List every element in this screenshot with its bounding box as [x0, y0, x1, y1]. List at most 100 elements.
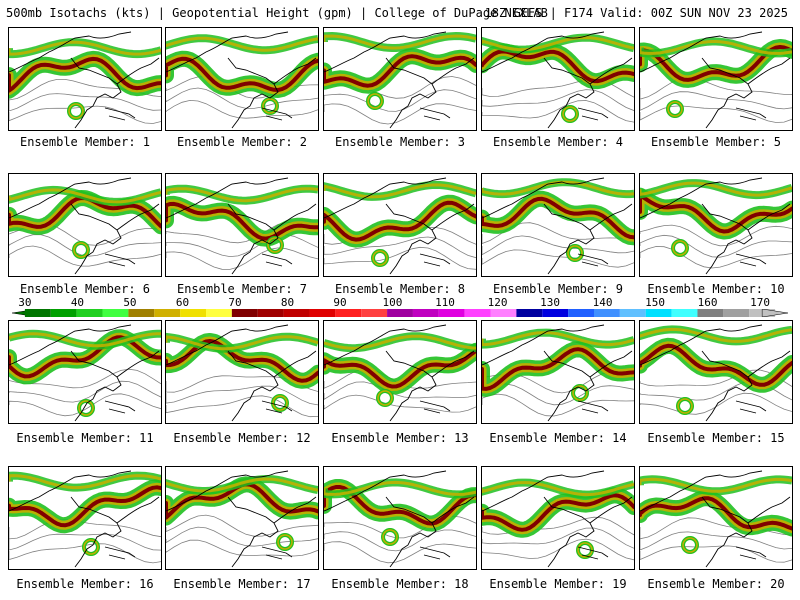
ensemble-member-map-10	[639, 173, 793, 277]
colorbar-segment	[257, 309, 284, 317]
isotach-map	[9, 28, 161, 130]
colorbar-segment	[309, 309, 336, 317]
colorbar-segment	[438, 309, 465, 317]
ensemble-member-map-19	[481, 466, 635, 570]
colorbar-tick-label: 120	[487, 296, 508, 309]
isotach-map	[482, 28, 634, 130]
isotach-map	[166, 28, 318, 130]
colorbar-segment	[180, 309, 206, 317]
ensemble-member-map-14	[481, 320, 635, 424]
colorbar-segment	[490, 309, 517, 317]
isotach-map	[482, 174, 634, 276]
isotach-map	[166, 174, 318, 276]
colorbar-segment	[50, 309, 77, 317]
ensemble-member-caption: Ensemble Member: 12	[173, 431, 311, 445]
colorbar-tick-label: 30	[18, 296, 32, 309]
ensemble-member-caption: Ensemble Member: 14	[489, 431, 627, 445]
ensemble-member-map-20	[639, 466, 793, 570]
isotach-map	[166, 467, 318, 569]
colorbar-segment	[24, 309, 51, 317]
isotach-map	[9, 467, 161, 569]
ensemble-member-map-2	[165, 27, 319, 131]
colorbar-segment	[645, 309, 672, 317]
ensemble-member-caption: Ensemble Member: 10	[647, 282, 785, 296]
isotach-map	[640, 321, 792, 423]
ensemble-member-map-5	[639, 27, 793, 131]
ensemble-member-map-12	[165, 320, 319, 424]
colorbar-tick-label: 90	[333, 296, 347, 309]
colorbar-tick-label: 130	[540, 296, 560, 309]
ensemble-member-map-7	[165, 173, 319, 277]
colorbar-segment	[542, 309, 569, 317]
colorbar-segment	[516, 309, 543, 317]
ensemble-member-caption: Ensemble Member: 13	[331, 431, 469, 445]
ensemble-member-caption: Ensemble Member: 4	[492, 135, 624, 149]
ensemble-member-caption: Ensemble Member: 18	[331, 577, 469, 591]
ensemble-member-map-17	[165, 466, 319, 570]
isotach-map	[166, 321, 318, 423]
colorbar-tick-label: 100	[382, 296, 403, 309]
colorbar-segment	[412, 309, 439, 317]
colorbar-segment	[697, 309, 724, 317]
colorbar-tick-label: 40	[70, 296, 85, 309]
header-run-info: 18Z GEFS | F174 Valid: 00Z SUN NOV 23 20…	[484, 6, 788, 20]
isotach-map	[9, 321, 161, 423]
ensemble-member-caption: Ensemble Member: 16	[16, 577, 154, 591]
ensemble-member-map-18	[323, 466, 477, 570]
header-title: 500mb Isotachs (kts) | Geopotential Heig…	[6, 6, 548, 20]
colorbar-segment	[231, 309, 258, 317]
ensemble-member-caption: Ensemble Member: 3	[334, 135, 466, 149]
colorbar-segment	[361, 309, 388, 317]
colorbar-tick-label: 170	[750, 296, 770, 309]
ensemble-member-caption: Ensemble Member: 1	[19, 135, 151, 149]
ensemble-member-map-4	[481, 27, 635, 131]
colorbar-tick-label: 60	[175, 296, 190, 309]
isotach-map	[324, 174, 476, 276]
colorbar-segment	[671, 309, 698, 317]
colorbar-segment	[619, 309, 646, 317]
isotach-map	[324, 467, 476, 569]
isotach-map	[640, 467, 792, 569]
colorbar-segment	[76, 309, 103, 317]
ensemble-member-map-1	[8, 27, 162, 131]
colorbar-segment	[283, 309, 310, 317]
colorbar-segment	[128, 309, 155, 317]
ensemble-member-caption: Ensemble Member: 17	[173, 577, 311, 591]
ensemble-member-map-11	[8, 320, 162, 424]
isotach-map	[324, 28, 476, 130]
ensemble-member-caption: Ensemble Member: 6	[19, 282, 151, 296]
colorbar-segment	[723, 309, 750, 317]
isotach-map	[482, 321, 634, 423]
isotach-map	[640, 174, 792, 276]
colorbar-segment	[335, 309, 362, 317]
colorbar-segment	[387, 309, 413, 317]
isotach-map	[640, 28, 792, 130]
colorbar-segment	[206, 309, 232, 317]
ensemble-member-map-15	[639, 320, 793, 424]
header: 500mb Isotachs (kts) | Geopotential Heig…	[6, 4, 794, 22]
ensemble-member-caption: Ensemble Member: 5	[650, 135, 782, 149]
ensemble-member-map-16	[8, 466, 162, 570]
ensemble-member-caption: Ensemble Member: 9	[492, 282, 624, 296]
colorbar-tick-label: 70	[228, 296, 242, 309]
colorbar-arrow-right	[761, 309, 788, 317]
colorbar-segment	[102, 309, 129, 317]
colorbar-segment	[154, 309, 181, 317]
colorbar	[12, 309, 788, 317]
colorbar-tick-label: 140	[592, 296, 613, 309]
colorbar-tick-label: 50	[123, 296, 137, 309]
ensemble-member-caption: Ensemble Member: 19	[489, 577, 627, 591]
isotach-map	[324, 321, 476, 423]
ensemble-member-caption: Ensemble Member: 11	[16, 431, 154, 445]
colorbar-segment	[464, 309, 491, 317]
colorbar-tick-label: 160	[697, 296, 718, 309]
ensemble-member-caption: Ensemble Member: 8	[334, 282, 466, 296]
ensemble-member-map-8	[323, 173, 477, 277]
colorbar-tick-label: 80	[280, 296, 295, 309]
isotach-map	[9, 174, 161, 276]
colorbar-tick-label: 110	[435, 296, 455, 309]
colorbar-segment	[568, 309, 594, 317]
ensemble-member-map-13	[323, 320, 477, 424]
colorbar-tick-label: 150	[645, 296, 665, 309]
ensemble-member-caption: Ensemble Member: 7	[176, 282, 308, 296]
